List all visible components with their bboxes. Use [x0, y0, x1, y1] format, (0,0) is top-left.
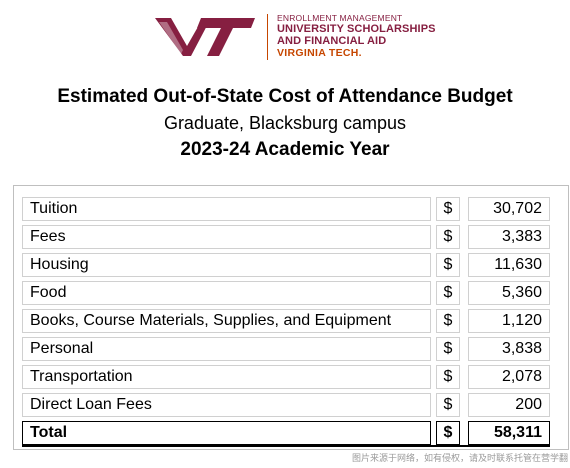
- total-row: Total $58,311: [22, 421, 550, 445]
- row-amount: 11,630: [468, 253, 550, 277]
- total-label: Total: [22, 421, 431, 445]
- row-label: Fees: [22, 225, 431, 249]
- table-row: Transportation $2,078: [22, 365, 550, 389]
- row-amount: 200: [468, 393, 550, 417]
- row-amount: 2,078: [468, 365, 550, 389]
- currency-symbol: $: [436, 281, 460, 305]
- table-row: Fees $3,383: [22, 225, 550, 249]
- row-label: Tuition: [22, 197, 431, 221]
- row-amount: 1,120: [468, 309, 550, 333]
- table-row: Housing $11,630: [22, 253, 550, 277]
- table-row: Personal $3,838: [22, 337, 550, 361]
- budget-table-frame: [13, 185, 569, 450]
- vt-monogram-icon: [155, 18, 255, 56]
- logo-divider: [267, 14, 268, 60]
- total-amount: 58,311: [468, 421, 550, 445]
- row-label: Transportation: [22, 365, 431, 389]
- row-label: Books, Course Materials, Supplies, and E…: [22, 309, 431, 333]
- row-amount: 30,702: [468, 197, 550, 221]
- currency-symbol: $: [436, 309, 460, 333]
- table-row: Food $5,360: [22, 281, 550, 305]
- logo-line-office: UNIVERSITY SCHOLARSHIPS: [277, 23, 436, 36]
- row-amount: 5,360: [468, 281, 550, 305]
- currency-symbol: $: [436, 365, 460, 389]
- table-row: Tuition $30,702: [22, 197, 550, 221]
- logo-line-office-cont: AND FINANCIAL AID: [277, 35, 387, 48]
- logo-text: ENROLLMENT MANAGEMENT UNIVERSITY SCHOLAR…: [277, 13, 436, 59]
- row-label: Food: [22, 281, 431, 305]
- row-label: Housing: [22, 253, 431, 277]
- currency-symbol: $: [436, 253, 460, 277]
- row-amount: 3,838: [468, 337, 550, 361]
- row-amount: 3,383: [468, 225, 550, 249]
- page-title: Estimated Out-of-State Cost of Attendanc…: [57, 86, 513, 107]
- academic-year: 2023-24 Academic Year: [180, 139, 390, 160]
- currency-symbol: $: [436, 225, 460, 249]
- total-rule: [22, 445, 550, 447]
- currency-symbol: $: [436, 393, 460, 417]
- page-subtitle: Graduate, Blacksburg campus: [163, 113, 407, 133]
- table-row: Direct Loan Fees $200: [22, 393, 550, 417]
- row-label: Direct Loan Fees: [22, 393, 431, 417]
- currency-symbol: $: [436, 337, 460, 361]
- logo-line-university: VIRGINIA TECH.: [277, 46, 362, 59]
- logo-line-department: ENROLLMENT MANAGEMENT: [277, 13, 403, 23]
- row-label: Personal: [22, 337, 431, 361]
- currency-symbol: $: [436, 421, 460, 445]
- watermark: 图片来源于网络，如有侵权，请及时联系托管在营学翻: [351, 453, 568, 463]
- currency-symbol: $: [436, 197, 460, 221]
- vt-logo: ENROLLMENT MANAGEMENT UNIVERSITY SCHOLAR…: [153, 10, 435, 66]
- table-row: Books, Course Materials, Supplies, and E…: [22, 309, 550, 333]
